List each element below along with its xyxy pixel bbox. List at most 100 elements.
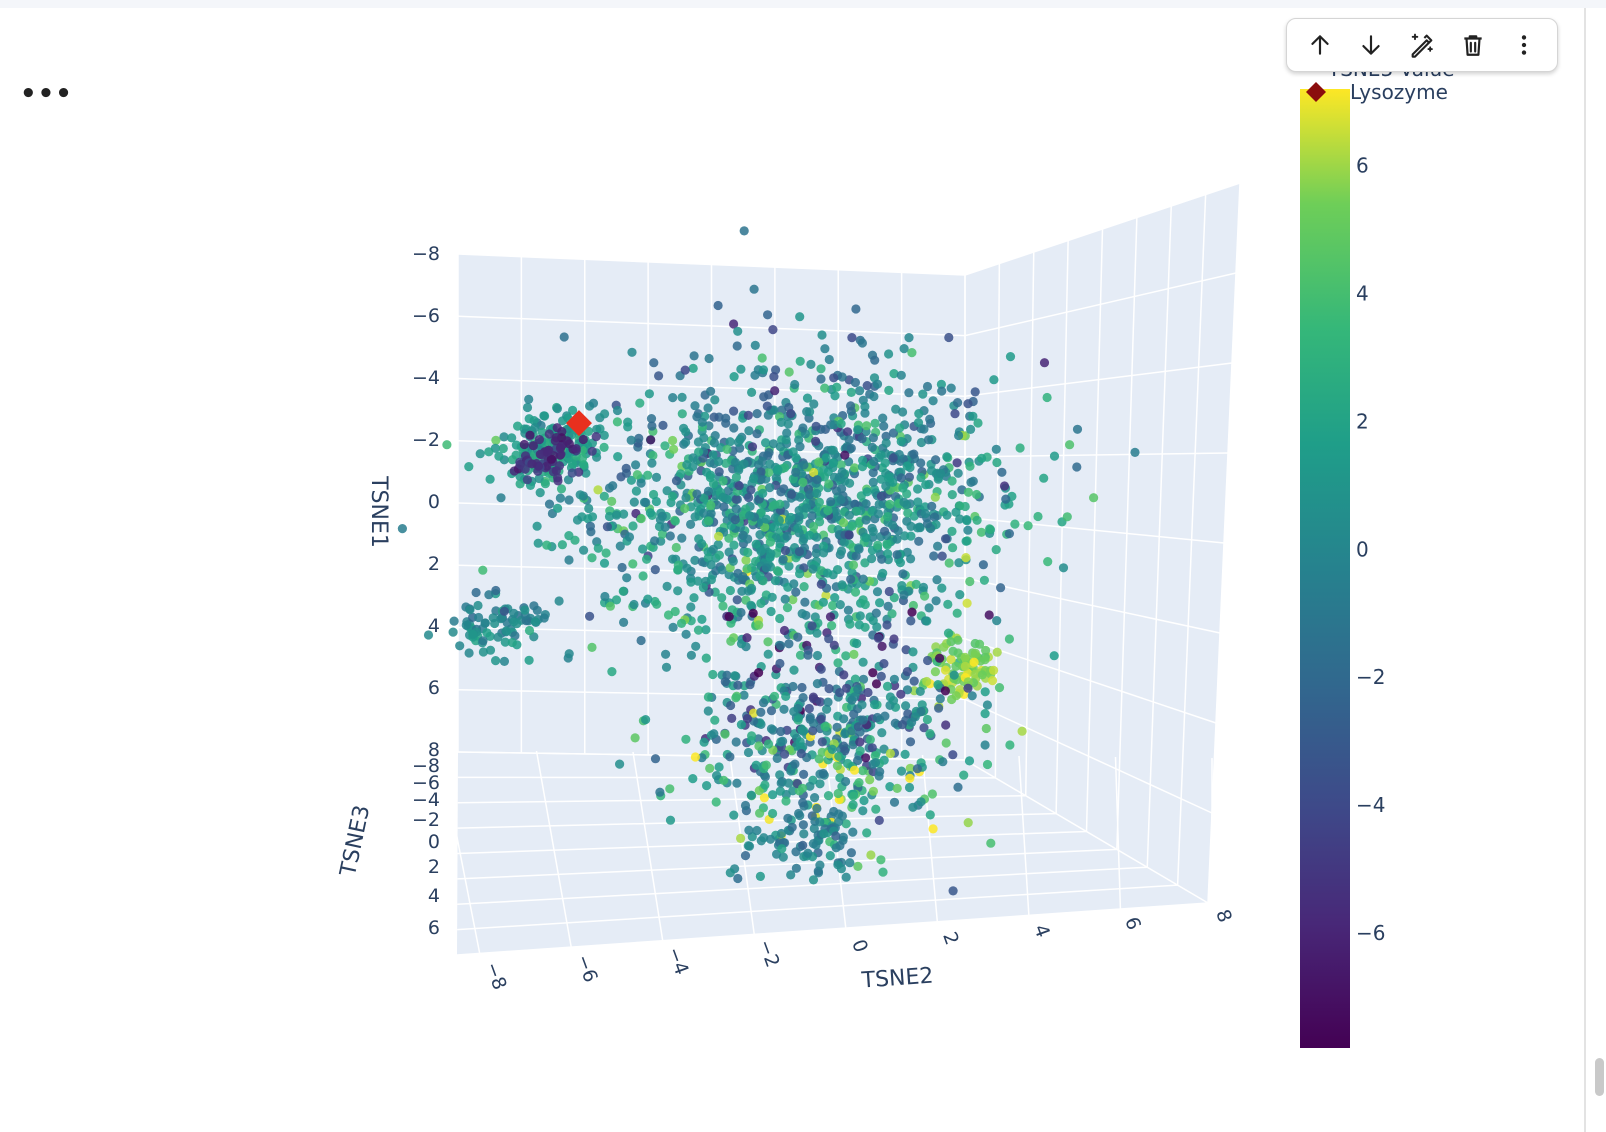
scatter-point [909,449,919,459]
scatter-point [690,555,700,566]
scatter-point [617,562,627,573]
more-options-button[interactable] [1504,25,1544,65]
scatter-point [631,486,642,496]
scatter-point [727,713,737,724]
scatter-point [889,634,899,644]
scatter-point [751,760,761,770]
scatter-point [855,746,865,756]
scatter-point [794,505,804,516]
colorbar-tick-label: −2 [1356,665,1385,689]
scatter-point [622,573,632,583]
side-plane-gridline [964,577,1221,634]
scatter-point [599,558,610,568]
scatter-point [515,479,525,489]
arrow-up-icon [1311,35,1330,55]
scatter-point [647,458,657,468]
scatter-point [803,650,813,660]
scatter-point [651,472,662,482]
scatter-point [791,863,802,873]
scatter-point [944,332,954,343]
scatter-point [817,747,827,757]
legend[interactable]: Lysozyme [1306,80,1448,104]
scatter-point [810,816,820,827]
scatter-point [542,447,552,457]
scatter-point [815,860,825,870]
scatter-point [786,766,796,776]
scatter-point [583,426,594,436]
scatter-point [650,754,661,764]
scatter-point [714,456,724,467]
scatter-point [725,868,735,878]
scatter-point [911,579,921,590]
scatter-point [889,369,899,379]
scatter-point [952,608,962,618]
scatter-point [947,526,957,537]
scatter-point [908,802,918,812]
scatter-point [544,429,554,439]
scatter-point [963,487,974,497]
scatter-point [858,766,868,776]
scatter-point [787,489,797,499]
scatter-point [930,667,941,677]
delete-button[interactable] [1453,25,1493,65]
scatter-point [847,521,857,531]
move-down-button[interactable] [1351,25,1391,65]
scatter-point [540,411,550,421]
scatter-point [741,555,751,565]
scatter-point [879,744,889,754]
move-up-button[interactable] [1300,25,1340,65]
scatter-point [853,755,863,766]
scatter-point [750,370,760,380]
scatter-point [755,530,765,540]
scatter-point [795,442,805,452]
scatter-point [765,537,776,547]
scatter-point [751,539,761,549]
scatter-point [961,553,971,563]
scatter-point [775,658,785,669]
scatter-point [758,488,768,498]
scatter-point [703,706,713,716]
scatter-point [706,560,716,570]
scrollbar-thumb[interactable] [1595,1058,1604,1096]
scatter-point [812,679,823,689]
scatter-point [878,568,888,578]
scatter-point [868,477,878,487]
scatter-point [499,656,509,667]
scatter-point [829,420,839,430]
ai-edit-button[interactable] [1402,25,1442,65]
scatter-point [755,808,765,818]
scatter-point [1130,447,1140,457]
scatter-point [758,698,769,708]
scatter-point [766,606,776,617]
z-tick-label: 6 [428,917,440,939]
scatter-point [587,553,597,563]
scatter-point [780,594,790,604]
scatter-point [879,421,889,431]
scatter-point [676,469,686,479]
scatter-point [619,617,629,628]
scatter-point [688,774,698,784]
scatter-point [509,617,519,627]
scatter-point [928,824,938,834]
scatter-point [706,386,716,396]
scatter-point [885,692,896,702]
scatter-point [556,484,567,494]
side-plane-gridline [964,638,1217,724]
scatter-point [567,468,577,478]
scatter-point [941,738,951,748]
scatter-point [953,398,963,408]
scatter-point [840,476,850,486]
scatter-point [935,653,945,663]
scatter-point [812,532,822,542]
scatter-point [651,496,662,507]
scatter-point [553,473,563,483]
scatter-point [896,766,907,776]
scatter-point [1062,512,1072,522]
scatter-point [697,417,707,427]
cell-menu-button[interactable]: ••• [20,79,73,109]
scatter-point [850,463,860,473]
scatter-point [788,786,798,796]
scatter-point [754,741,764,751]
scatter-point [899,497,909,507]
